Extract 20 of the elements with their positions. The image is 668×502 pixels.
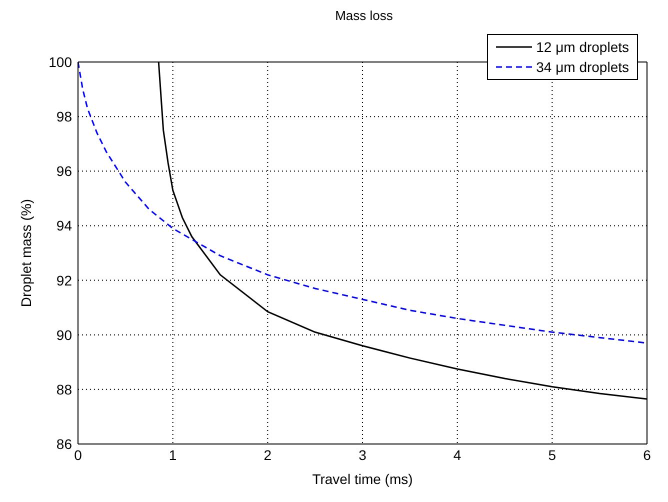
y-tick-label: 90	[56, 326, 72, 343]
x-tick-label: 4	[453, 446, 462, 463]
x-axis-title: Travel time (ms)	[312, 470, 413, 487]
chart-title: Mass loss	[334, 8, 394, 24]
legend-label: 34 μm droplets	[536, 59, 629, 75]
y-tick-label: 92	[56, 272, 72, 288]
x-tick-label: 2	[264, 446, 272, 463]
x-tick-label: 5	[548, 446, 556, 463]
y-tick-label: 94	[56, 218, 72, 234]
y-tick-label: 98	[56, 108, 72, 125]
x-tick-label: 3	[358, 446, 367, 463]
legend-label: 12 μm droplets	[536, 39, 629, 55]
y-tick-label: 86	[56, 436, 72, 452]
y-axis-title: Droplet mass (%)	[18, 198, 34, 308]
x-tick-label: 0	[74, 446, 82, 463]
x-tick-label: 1	[168, 446, 177, 463]
y-tick-label: 88	[56, 381, 72, 398]
y-tick-label: 100	[48, 54, 72, 70]
x-tick-label: 6	[643, 446, 652, 463]
y-tick-label: 96	[56, 163, 72, 180]
